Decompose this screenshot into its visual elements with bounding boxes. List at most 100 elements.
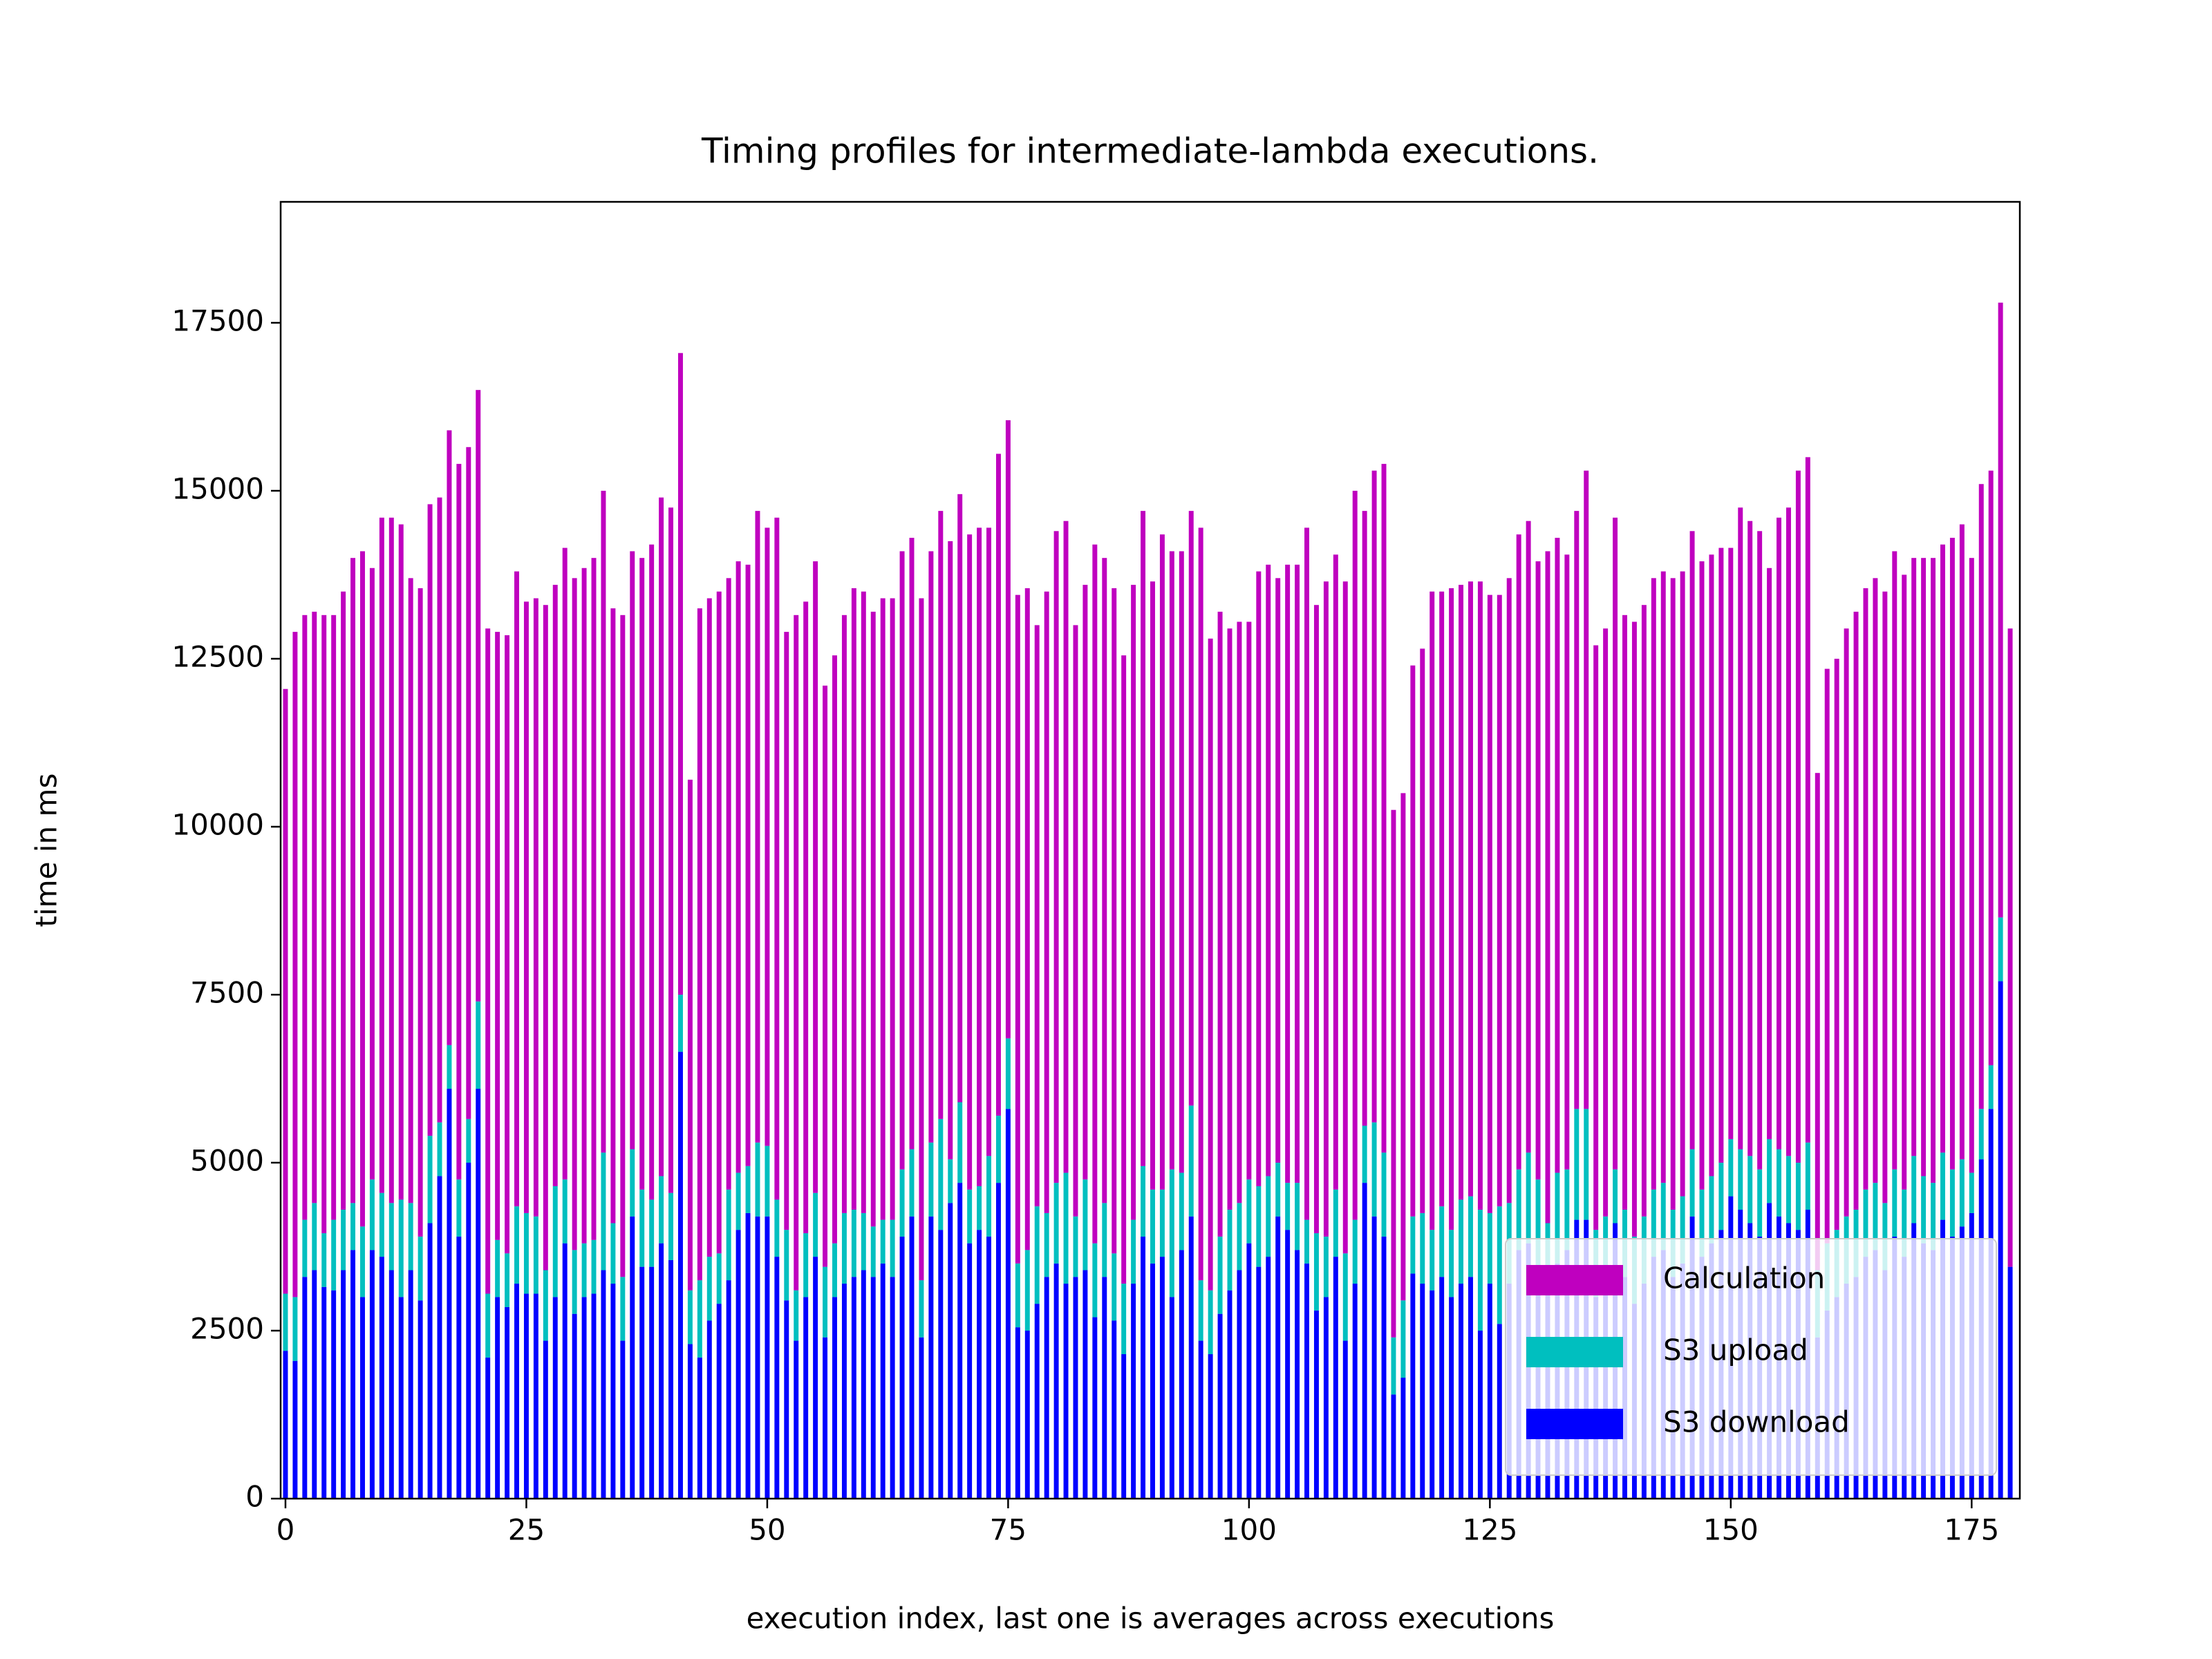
bar-segment <box>1082 1270 1088 1499</box>
y-tick-label: 2500 <box>190 1311 264 1345</box>
bar-segment <box>514 1206 519 1284</box>
bar-segment <box>1613 517 1618 1170</box>
bar-segment <box>1978 1109 1984 1160</box>
bar-segment <box>1275 1216 1281 1499</box>
y-tick-label: 5000 <box>190 1143 264 1177</box>
bar-segment <box>1227 628 1232 1210</box>
bar-segment <box>321 1233 327 1287</box>
bar-segment <box>1564 1169 1570 1250</box>
bar-segment <box>312 611 317 1203</box>
bar-segment <box>928 1216 934 1499</box>
bar-segment <box>1940 1152 1945 1220</box>
bar-segment <box>668 1259 674 1499</box>
bar-segment <box>533 1216 538 1294</box>
bar-segment <box>639 1189 645 1267</box>
bar-segment <box>928 1142 934 1217</box>
bar-segment <box>572 578 577 1250</box>
bar-segment <box>851 1210 856 1277</box>
bar-segment <box>591 1239 597 1294</box>
bar-segment <box>581 1297 587 1499</box>
bar-segment <box>1208 1290 1213 1355</box>
bar-segment <box>427 1223 433 1499</box>
bar-segment <box>1208 1354 1213 1499</box>
bar-segment <box>928 551 934 1143</box>
bar-segment <box>331 615 337 1220</box>
bar-segment <box>1121 1354 1127 1499</box>
bar-segment <box>823 685 828 1267</box>
bar-segment <box>899 1236 905 1499</box>
bar-segment <box>803 1233 809 1297</box>
bar-segment <box>408 1270 413 1499</box>
bar-segment <box>1410 1216 1416 1274</box>
bar-segment <box>1574 1109 1580 1220</box>
bar-segment <box>1767 1138 1772 1203</box>
bar-segment <box>1892 1169 1897 1237</box>
bar-segment <box>1468 581 1473 1197</box>
bar-segment <box>986 527 992 1156</box>
bar-segment <box>813 1257 818 1499</box>
bar-segment <box>1709 554 1714 1177</box>
bar-segment <box>283 688 288 1294</box>
bar-segment <box>1371 1216 1377 1499</box>
chart-title: Timing profiles for intermediate-lambda … <box>701 131 1599 171</box>
bar-segment <box>581 1243 587 1297</box>
bar-segment <box>1477 581 1483 1210</box>
bar-segment <box>1709 1176 1714 1244</box>
bar-segment <box>745 1212 751 1499</box>
legend-label: S3 upload <box>1663 1333 1808 1367</box>
bar-segment <box>1660 1183 1666 1250</box>
bar-segment <box>967 1189 973 1244</box>
bar-segment <box>726 1280 731 1499</box>
bar-segment <box>649 544 655 1200</box>
bar-segment <box>765 1216 770 1499</box>
x-tick-label: 0 <box>276 1513 295 1547</box>
bar-segment <box>610 1283 616 1499</box>
bar-segment <box>1112 1320 1117 1499</box>
bar-segment <box>1959 1159 1965 1227</box>
bar-segment <box>1689 1149 1695 1217</box>
bar-segment <box>1728 547 1734 1139</box>
bar-segment <box>1757 531 1763 1170</box>
bar-segment <box>1459 1199 1464 1284</box>
bar-segment <box>1005 1038 1011 1109</box>
bar-segment <box>1112 588 1117 1254</box>
bar-segment <box>1131 1219 1136 1284</box>
bar-segment <box>1584 470 1589 1109</box>
bar-segment <box>1535 561 1541 1180</box>
bar-segment <box>1555 538 1560 1173</box>
bar-segment <box>408 578 413 1203</box>
bar-segment <box>379 1192 384 1257</box>
bar-segment <box>1063 1172 1069 1284</box>
bar-segment <box>861 1270 866 1499</box>
bar-segment <box>1159 534 1165 1190</box>
bar-segment <box>1584 1109 1589 1220</box>
bar-segment <box>1092 1317 1098 1499</box>
bar-segment <box>1381 464 1387 1153</box>
bar-segment <box>1266 1176 1271 1257</box>
bar-segment <box>784 1300 789 1499</box>
bar-segment <box>1352 1283 1358 1499</box>
bar-segment <box>533 1293 538 1499</box>
bar-segment <box>1063 521 1069 1173</box>
bar-segment <box>1892 551 1897 1170</box>
bar-segment <box>601 1270 606 1499</box>
bar-segment <box>745 564 751 1166</box>
bar-segment <box>418 1236 423 1301</box>
bar-segment <box>1949 538 1955 1170</box>
bar-segment <box>909 1216 915 1499</box>
bar-segment <box>321 615 327 1234</box>
bar-segment <box>1092 544 1098 1244</box>
bar-segment <box>1795 470 1801 1163</box>
bar-segment <box>1410 1273 1416 1499</box>
bar-segment <box>350 558 356 1203</box>
bar-segment <box>359 1297 365 1499</box>
bar-segment <box>1333 1189 1338 1257</box>
bar-segment <box>1555 1172 1560 1264</box>
bar-segment <box>1073 1216 1078 1277</box>
bar-segment <box>832 655 837 1244</box>
bar-segment <box>610 1223 616 1284</box>
bar-segment <box>1535 1179 1541 1277</box>
bar-segment <box>1487 1212 1492 1284</box>
bar-segment <box>447 1044 452 1089</box>
